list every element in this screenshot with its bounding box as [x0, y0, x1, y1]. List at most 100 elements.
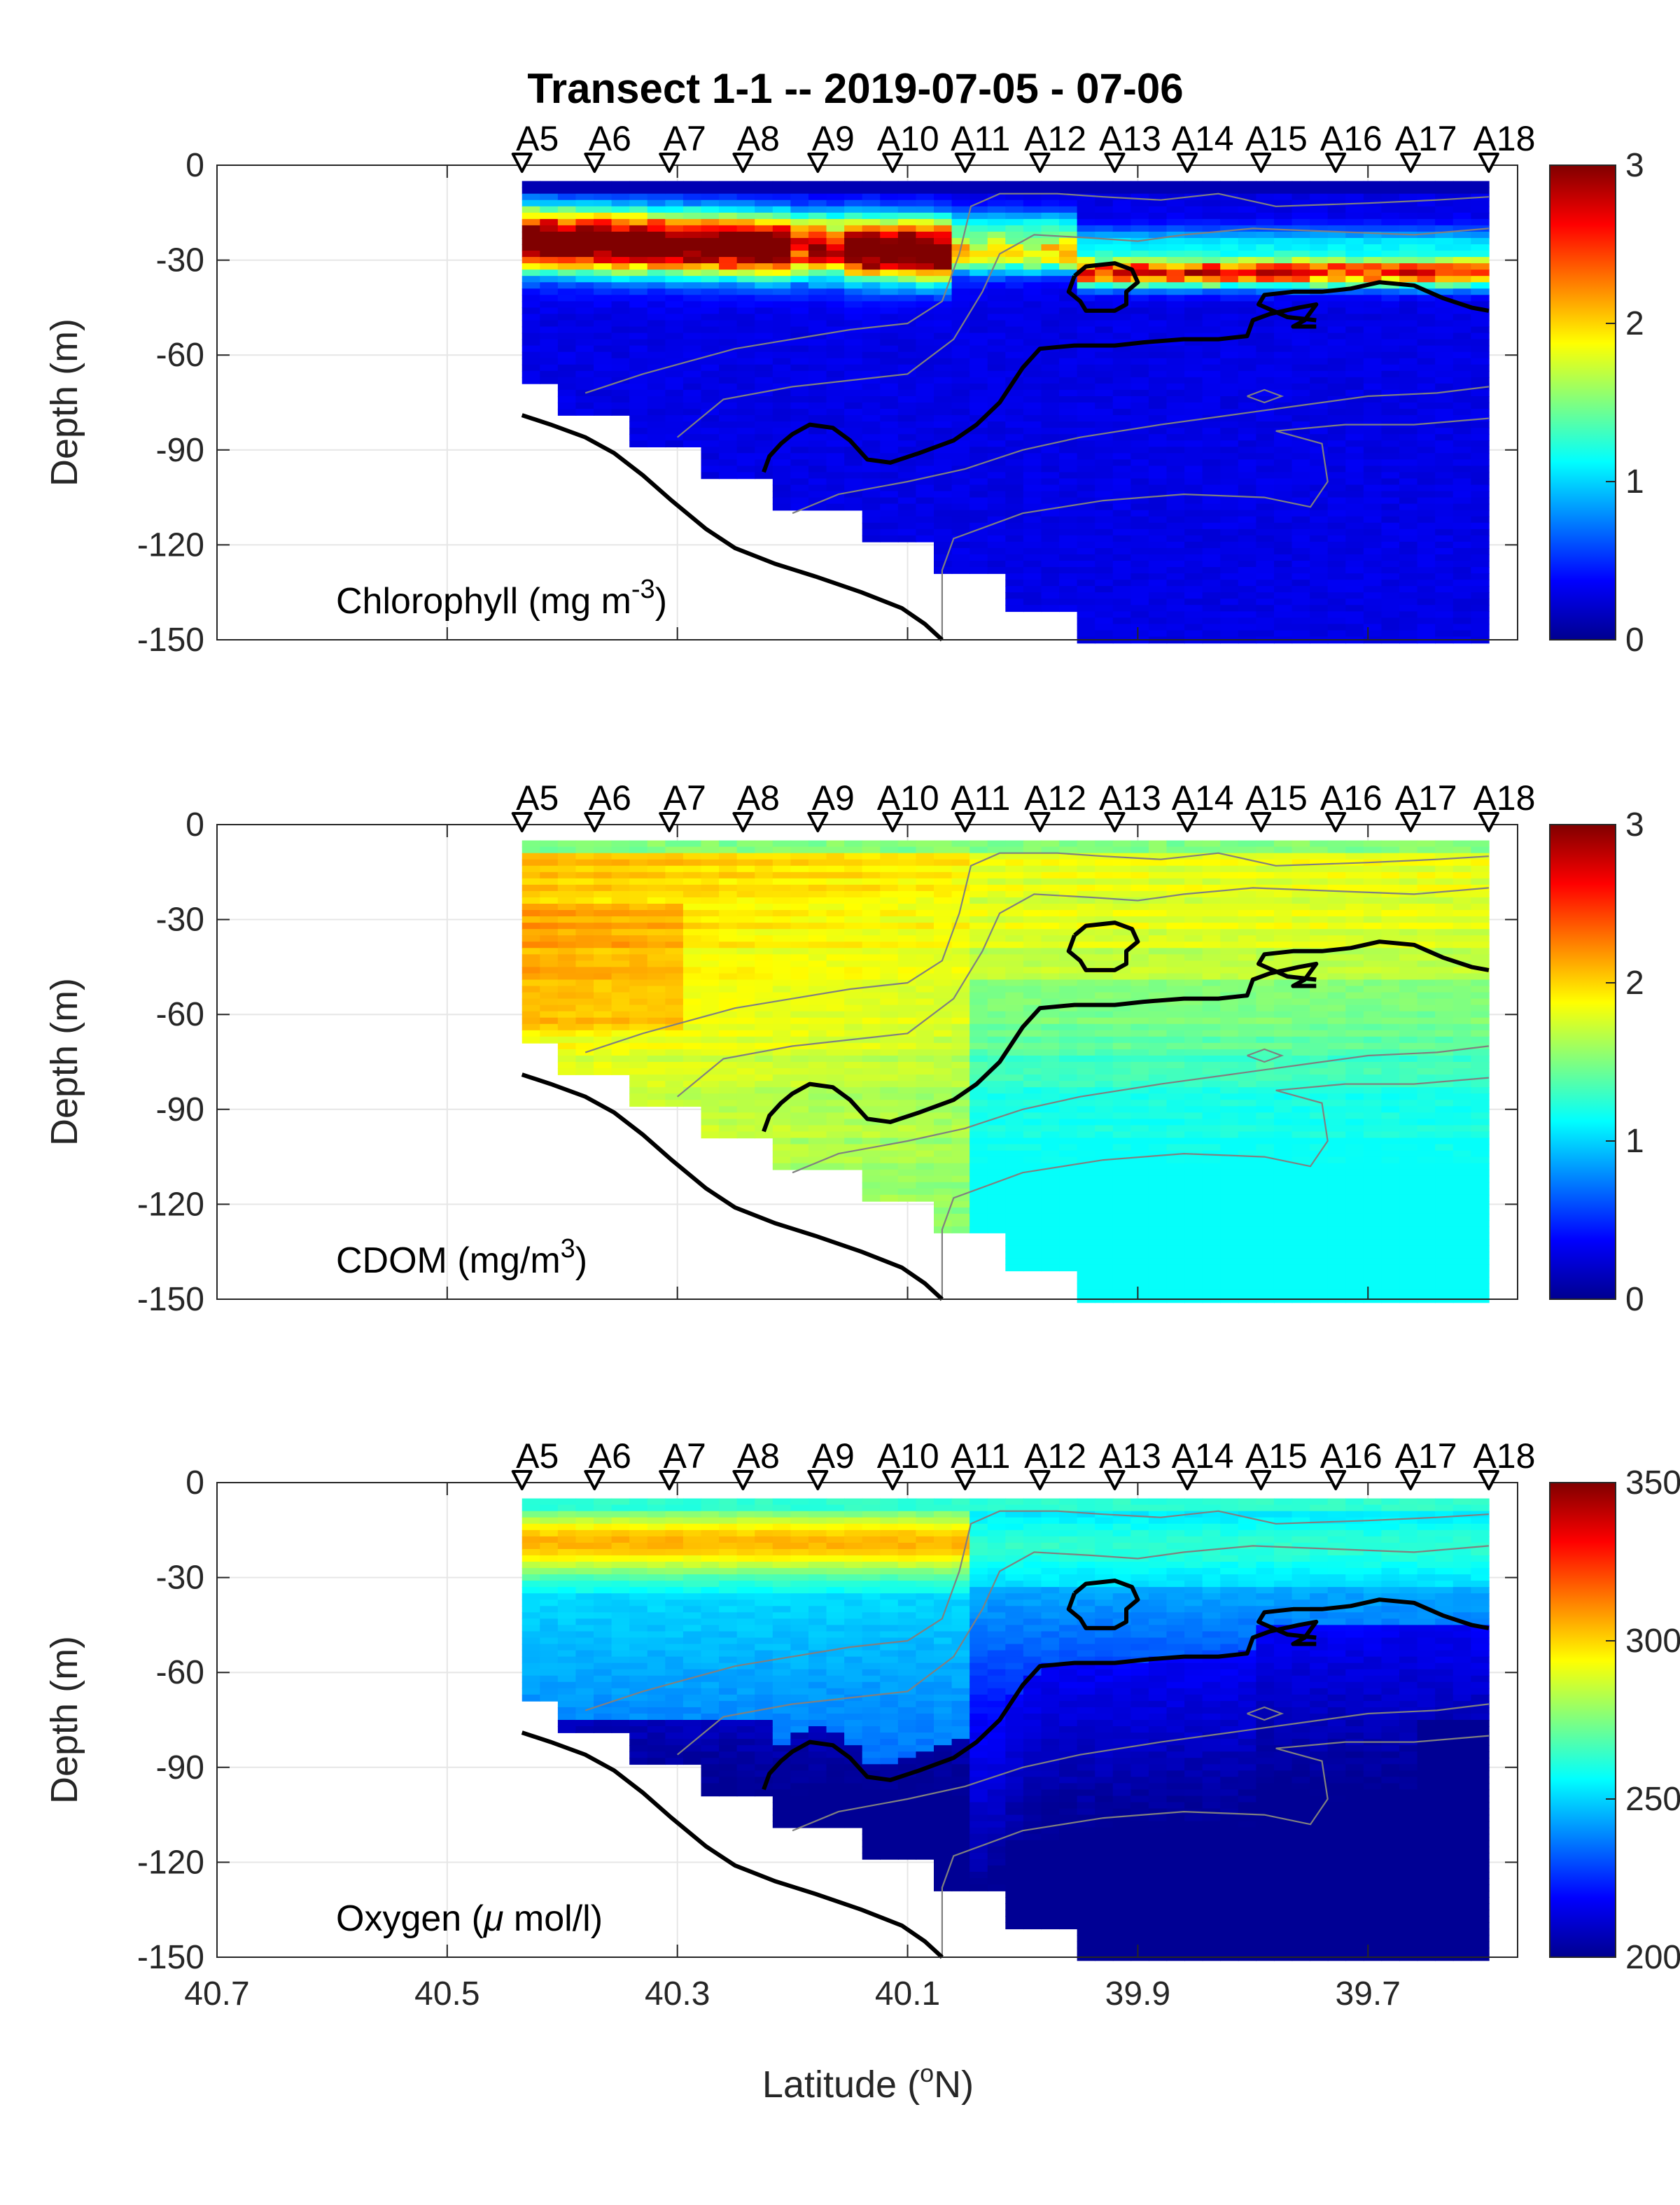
heatmap-cell [790, 1106, 809, 1114]
heatmap-cell [808, 1106, 827, 1114]
heatmap-cell [987, 1144, 1007, 1152]
heatmap-cell [1381, 510, 1400, 517]
heatmap-cell [665, 853, 684, 860]
heatmap-cell [540, 257, 559, 264]
heatmap-cell [934, 1055, 953, 1063]
heatmap-cell [844, 1081, 863, 1088]
heatmap-cell [1363, 270, 1382, 276]
heatmap-cell [1130, 624, 1149, 631]
heatmap-cell [934, 377, 953, 384]
heatmap-cell [1005, 1125, 1024, 1133]
heatmap-cell [951, 295, 970, 302]
heatmap-cell [1417, 522, 1436, 530]
heatmap-cell [719, 1112, 738, 1120]
heatmap-cell [1256, 326, 1275, 334]
heatmap-cell [1417, 181, 1436, 188]
heatmap-cell [1005, 244, 1024, 251]
heatmap-cell [557, 973, 577, 981]
heatmap-cell [880, 478, 899, 486]
heatmap-cell [826, 389, 845, 397]
heatmap-cell [1435, 472, 1454, 479]
heatmap-cell [1417, 358, 1436, 365]
heatmap-cell [934, 516, 953, 524]
heatmap-cell [540, 1030, 559, 1037]
heatmap-cell [862, 389, 881, 397]
heatmap-cell [540, 935, 559, 943]
heatmap-cell [862, 1182, 881, 1189]
heatmap-cell [1077, 1131, 1096, 1139]
heatmap-cell [951, 960, 970, 968]
heatmap-cell [594, 1030, 612, 1037]
heatmap-cell [862, 973, 881, 981]
heatmap-cell [1471, 218, 1490, 226]
heatmap-cell [862, 295, 881, 302]
heatmap-cell [1041, 1207, 1060, 1214]
heatmap-cell [1112, 491, 1132, 498]
heatmap-cell [1041, 459, 1060, 467]
heatmap-cell [1005, 853, 1024, 860]
heatmap-cell [755, 434, 774, 442]
heatmap-cell [772, 865, 792, 873]
heatmap-cell [1130, 364, 1149, 372]
heatmap-cell [1023, 295, 1042, 302]
heatmap-cell [1148, 624, 1168, 631]
heatmap-cell [1256, 377, 1275, 384]
heatmap-cell [1220, 237, 1239, 245]
heatmap-cell [1077, 935, 1096, 943]
heatmap-cell [1095, 484, 1114, 492]
heatmap-cell [1130, 491, 1149, 498]
heatmap-cell [736, 1055, 756, 1063]
heatmap-cell [1417, 561, 1436, 568]
heatmap-cell [1059, 859, 1078, 867]
heatmap-cell [1435, 586, 1454, 593]
heatmap-cell [987, 332, 1007, 340]
heatmap-cell [969, 465, 988, 473]
heatmap-cell [934, 415, 953, 422]
heatmap-cell [1184, 453, 1203, 461]
heatmap-cell [1041, 967, 1060, 974]
heatmap-cell [1256, 598, 1275, 606]
heatmap-cell [736, 1049, 756, 1056]
heatmap-cell [1381, 617, 1400, 625]
heatmap-cell [557, 967, 577, 974]
heatmap-cell [1452, 345, 1472, 353]
heatmap-cell [719, 1081, 738, 1088]
heatmap-cell [755, 923, 774, 930]
heatmap-cell [1345, 415, 1364, 422]
heatmap-cell [826, 472, 845, 479]
heatmap-cell [629, 840, 648, 848]
heatmap-cell [611, 288, 630, 296]
contour-thin-4 [941, 417, 1489, 640]
heatmap-cell [1417, 472, 1436, 479]
heatmap-cell [736, 884, 756, 892]
heatmap-cell [1381, 630, 1400, 638]
heatmap-cell [557, 396, 577, 403]
heatmap-cell [1452, 561, 1472, 568]
heatmap-cell [790, 320, 809, 328]
heatmap-cell [1023, 935, 1042, 943]
heatmap-cell [665, 992, 684, 1000]
heatmap-cell [682, 301, 702, 309]
heatmap-cell [1148, 522, 1168, 530]
heatmap-cell [951, 973, 970, 981]
heatmap-cell [1059, 1119, 1078, 1126]
heatmap-cell [969, 332, 988, 340]
heatmap-cell [1148, 528, 1168, 536]
heatmap-cell [1041, 872, 1060, 879]
heatmap-cell [557, 301, 577, 309]
heatmap-cell [1327, 415, 1347, 422]
heatmap-cell [1256, 270, 1275, 276]
heatmap-cell [557, 960, 577, 968]
heatmap-cell [1005, 421, 1024, 428]
heatmap-cell [1256, 351, 1275, 359]
heatmap-cell [826, 270, 845, 276]
heatmap-cell [897, 231, 917, 239]
heatmap-cell [790, 1042, 809, 1050]
heatmap-cell [951, 992, 970, 1000]
heatmap-cell [790, 270, 809, 276]
heatmap-cell [665, 295, 684, 302]
heatmap-cell [1041, 1220, 1060, 1227]
heatmap-cell [1148, 314, 1168, 321]
heatmap-cell [736, 840, 756, 848]
heatmap-cell [826, 409, 845, 416]
